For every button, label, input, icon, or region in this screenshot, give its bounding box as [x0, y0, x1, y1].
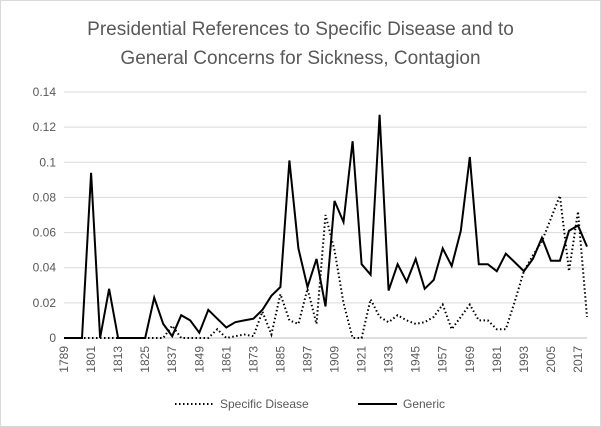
x-tick-label: 1873 [246, 346, 260, 373]
x-tick-label: 1993 [517, 346, 531, 373]
x-tick-label: 2005 [544, 346, 558, 373]
series-line-specific-disease [64, 195, 588, 340]
x-tick-label: 2017 [571, 346, 585, 373]
legend: Specific Disease Generic [175, 397, 445, 411]
y-tick-label: 0 [49, 331, 56, 345]
y-tick-label: 0.12 [33, 120, 57, 134]
x-axis-ticks: 1789 1801 1813 1825 1837 1849 1861 1873 1885 1897… [57, 346, 585, 373]
x-tick-label: 1837 [165, 346, 179, 373]
gridlines [64, 91, 587, 339]
y-tick-label: 0.08 [33, 190, 57, 204]
x-tick-label: 1981 [490, 346, 504, 373]
x-tick-label: 1789 [57, 346, 71, 373]
x-tick-label: 1825 [138, 346, 152, 373]
series-lines [64, 114, 588, 340]
y-tick-label: 0.02 [33, 296, 57, 310]
x-tick-label: 1909 [328, 346, 342, 373]
x-tick-label: 1945 [409, 346, 423, 373]
x-tick-label: 1921 [355, 346, 369, 373]
y-tick-label: 0.06 [33, 226, 57, 240]
y-tick-label: 0.14 [33, 85, 57, 99]
x-tick-label: 1861 [219, 346, 233, 373]
legend-label: Generic [403, 397, 445, 411]
y-axis-ticks: 0 0.02 0.04 0.06 0.08 0.1 0.12 0.14 [33, 85, 57, 345]
x-tick-label: 1969 [463, 346, 477, 373]
x-tick-label: 1897 [300, 346, 314, 373]
y-tick-label: 0.04 [33, 261, 57, 275]
x-tick-label: 1957 [436, 346, 450, 373]
y-tick-label: 0.1 [39, 155, 56, 169]
series-line-generic [64, 114, 588, 339]
x-tick-label: 1801 [84, 346, 98, 373]
x-tick-label: 1813 [111, 346, 125, 373]
x-tick-label: 1933 [382, 346, 396, 373]
chart-title-line-1: Presidential References to Specific Dise… [87, 19, 514, 40]
x-tick-label: 1849 [192, 346, 206, 373]
chart-title-line-2: General Concerns for Sickness, Contagion [120, 48, 480, 69]
x-tick-label: 1885 [273, 346, 287, 373]
legend-label: Specific Disease [220, 397, 309, 411]
